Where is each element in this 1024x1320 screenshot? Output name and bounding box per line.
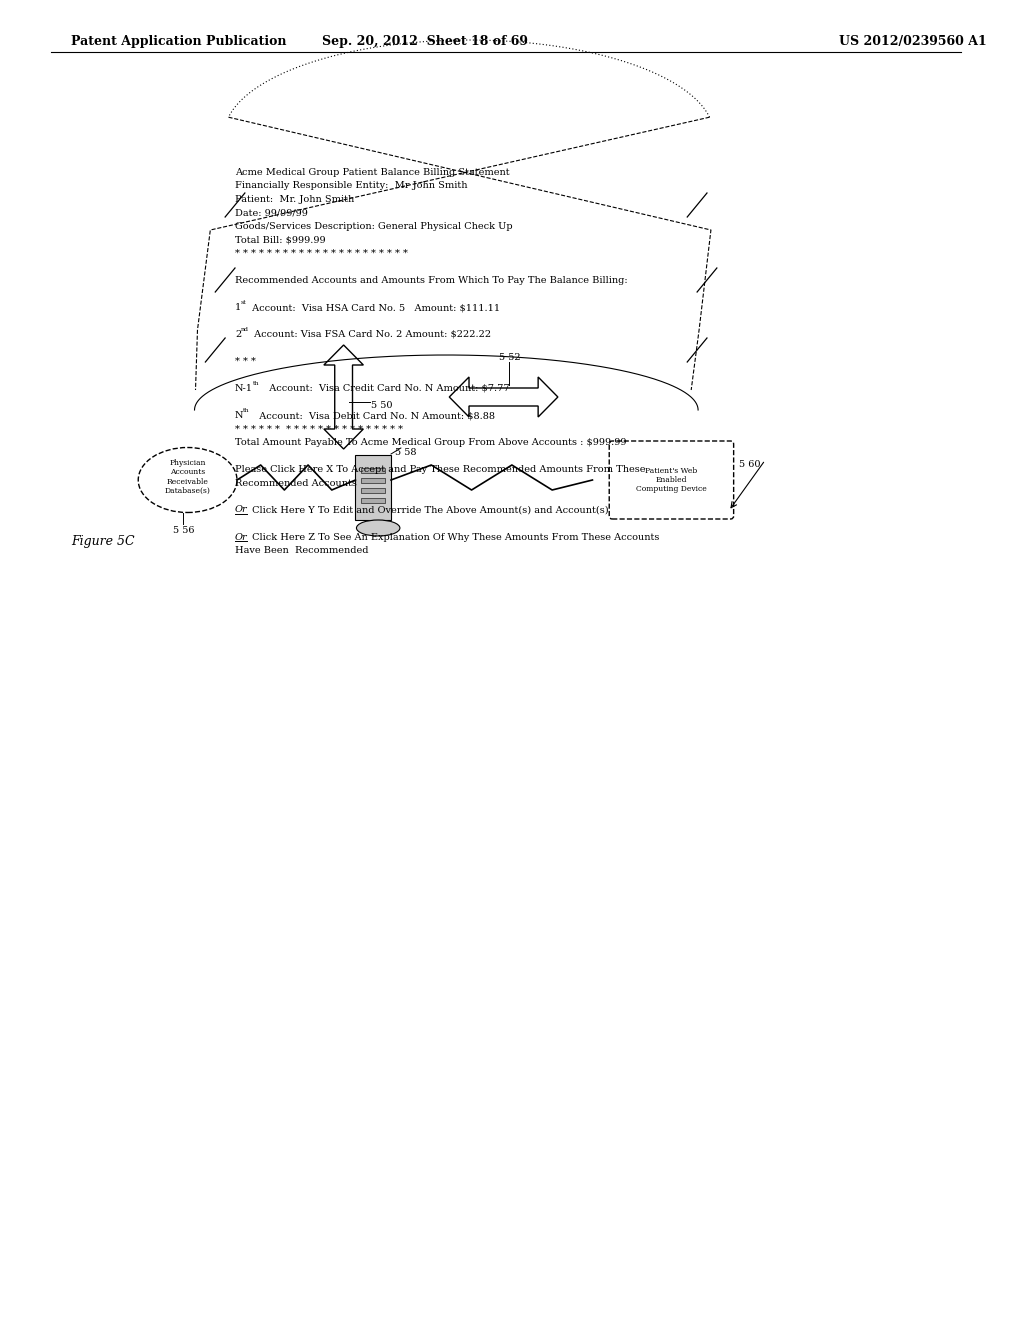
Text: Total Amount Payable To Acme Medical Group From Above Accounts : $999.99: Total Amount Payable To Acme Medical Gro… xyxy=(234,438,627,447)
Text: Sep. 20, 2012  Sheet 18 of 69: Sep. 20, 2012 Sheet 18 of 69 xyxy=(322,36,527,48)
Text: Recommended Accounts and Amounts From Which To Pay The Balance Billing:: Recommended Accounts and Amounts From Wh… xyxy=(234,276,628,285)
Text: Recommended Accounts: Recommended Accounts xyxy=(234,479,357,487)
Text: Figure 5C: Figure 5C xyxy=(71,535,135,548)
Text: N: N xyxy=(234,411,244,420)
Text: Click Here Y To Edit and Override The Above Amount(s) and Account(s): Click Here Y To Edit and Override The Ab… xyxy=(249,506,608,515)
Ellipse shape xyxy=(356,520,400,536)
Text: Please Click Here X To Accept and Pay These Recommended Amounts From These: Please Click Here X To Accept and Pay Th… xyxy=(234,465,645,474)
FancyBboxPatch shape xyxy=(361,488,385,492)
Text: 5 56: 5 56 xyxy=(173,525,195,535)
Text: 5 50: 5 50 xyxy=(372,400,393,409)
FancyBboxPatch shape xyxy=(361,478,385,483)
Text: 5 58: 5 58 xyxy=(395,447,417,457)
Text: * * * * * *  * * * * * * * * * * * * * * *: * * * * * * * * * * * * * * * * * * * * … xyxy=(234,425,403,433)
Text: US 2012/0239560 A1: US 2012/0239560 A1 xyxy=(840,36,987,48)
Text: * * * * * * * * * * * * * * * * * * * * * *: * * * * * * * * * * * * * * * * * * * * … xyxy=(234,249,408,257)
Text: Patent Application Publication: Patent Application Publication xyxy=(71,36,287,48)
Text: Patient:  Mr. John Smith: Patient: Mr. John Smith xyxy=(234,195,354,205)
Text: Account:  Visa HSA Card No. 5   Amount: $111.11: Account: Visa HSA Card No. 5 Amount: $11… xyxy=(249,304,500,312)
Text: 5 52: 5 52 xyxy=(499,352,520,362)
Text: Account:  Visa Credit Card No. N Amount: $7.77: Account: Visa Credit Card No. N Amount: … xyxy=(262,384,509,393)
FancyBboxPatch shape xyxy=(361,469,385,473)
Text: th: th xyxy=(243,408,250,413)
Text: N-1: N-1 xyxy=(234,384,253,393)
Text: Date: 99/99/99: Date: 99/99/99 xyxy=(234,209,308,218)
Text: Patient's Web
Enabled
Computing Device: Patient's Web Enabled Computing Device xyxy=(636,467,707,494)
Text: Or: Or xyxy=(234,506,248,515)
Text: Have Been  Recommended: Have Been Recommended xyxy=(234,546,369,554)
Text: 5 60: 5 60 xyxy=(738,459,760,469)
Text: 1: 1 xyxy=(234,304,242,312)
Text: Financially Responsible Entity:  Mr John Smith: Financially Responsible Entity: Mr John … xyxy=(234,181,468,190)
Polygon shape xyxy=(450,378,558,417)
Text: Physician
Accounts
Receivable
Database(s): Physician Accounts Receivable Database(s… xyxy=(165,459,211,495)
Text: Goods/Services Description: General Physical Check Up: Goods/Services Description: General Phys… xyxy=(234,222,513,231)
Text: Total Bill: $999.99: Total Bill: $999.99 xyxy=(234,235,326,244)
Text: Or: Or xyxy=(234,532,248,541)
Text: * * *: * * * xyxy=(234,356,256,366)
FancyBboxPatch shape xyxy=(609,441,733,519)
Polygon shape xyxy=(324,345,364,449)
Text: Account:  Visa Debit Card No. N Amount: $8.88: Account: Visa Debit Card No. N Amount: $… xyxy=(253,411,495,420)
Text: Account: Visa FSA Card No. 2 Amount: $222.22: Account: Visa FSA Card No. 2 Amount: $22… xyxy=(251,330,490,339)
FancyBboxPatch shape xyxy=(355,455,391,520)
Text: st: st xyxy=(241,300,247,305)
FancyBboxPatch shape xyxy=(361,498,385,503)
Text: nd: nd xyxy=(241,327,249,333)
Text: 2: 2 xyxy=(234,330,242,339)
Text: Click Here Z To See An Explanation Of Why These Amounts From These Accounts: Click Here Z To See An Explanation Of Wh… xyxy=(249,532,659,541)
Text: Acme Medical Group Patient Balance Billing Statement: Acme Medical Group Patient Balance Billi… xyxy=(234,168,510,177)
Text: th: th xyxy=(253,381,259,385)
